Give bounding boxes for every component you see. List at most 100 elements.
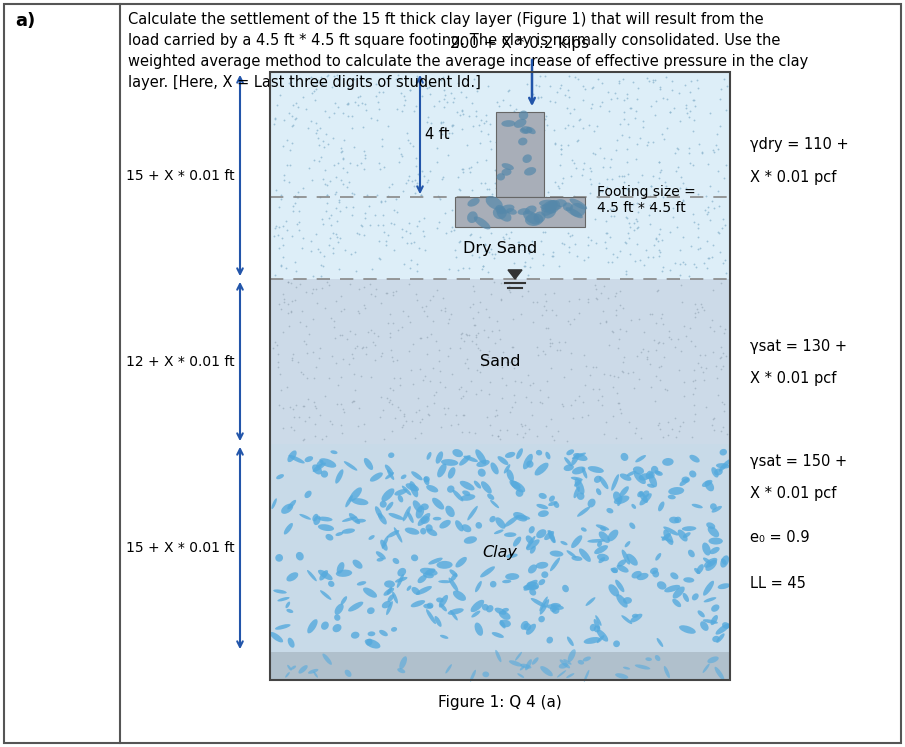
Point xyxy=(555,177,569,189)
Point xyxy=(412,215,426,227)
Ellipse shape xyxy=(617,496,623,506)
Point xyxy=(381,190,395,202)
Ellipse shape xyxy=(549,495,555,502)
Ellipse shape xyxy=(411,471,423,480)
Ellipse shape xyxy=(499,205,514,214)
Ellipse shape xyxy=(335,469,344,483)
Ellipse shape xyxy=(481,604,489,610)
Point xyxy=(437,101,452,113)
Point xyxy=(673,258,688,270)
Ellipse shape xyxy=(416,586,432,595)
Point xyxy=(482,376,497,388)
Point xyxy=(652,418,666,430)
Ellipse shape xyxy=(524,580,538,591)
Point xyxy=(621,367,635,379)
Point xyxy=(457,201,472,213)
Point xyxy=(297,400,311,412)
Point xyxy=(383,382,397,394)
Point xyxy=(306,313,320,325)
Point xyxy=(455,409,470,421)
Ellipse shape xyxy=(490,516,496,522)
Point xyxy=(613,119,627,131)
Point xyxy=(357,418,371,430)
Ellipse shape xyxy=(594,619,600,629)
Point xyxy=(330,157,345,169)
Ellipse shape xyxy=(711,604,719,612)
Point xyxy=(562,91,576,103)
Point xyxy=(453,109,468,121)
Point xyxy=(317,250,331,262)
Ellipse shape xyxy=(702,663,710,673)
Point xyxy=(300,372,314,384)
Ellipse shape xyxy=(451,573,457,581)
Point xyxy=(568,191,583,203)
Point xyxy=(285,295,300,307)
Point xyxy=(557,238,571,250)
Ellipse shape xyxy=(460,481,474,490)
Point xyxy=(386,384,400,396)
Ellipse shape xyxy=(391,627,397,632)
Ellipse shape xyxy=(491,462,499,474)
Point xyxy=(719,350,734,362)
Ellipse shape xyxy=(348,513,360,524)
Point xyxy=(421,111,435,123)
Ellipse shape xyxy=(501,163,514,170)
Point xyxy=(681,147,696,159)
Point xyxy=(288,256,302,268)
Point xyxy=(357,164,371,176)
Ellipse shape xyxy=(594,476,602,483)
Point xyxy=(615,356,630,368)
Point xyxy=(482,183,497,195)
Point xyxy=(607,370,622,382)
Point xyxy=(578,83,593,95)
Point xyxy=(544,362,558,374)
Point xyxy=(665,84,680,96)
Point xyxy=(318,178,332,190)
Point xyxy=(360,189,375,201)
Point xyxy=(274,259,289,271)
Point xyxy=(292,316,307,328)
Point xyxy=(560,102,575,114)
Point xyxy=(717,327,731,339)
Ellipse shape xyxy=(447,486,454,493)
Point xyxy=(290,399,304,411)
Point xyxy=(705,418,719,430)
Point xyxy=(381,229,395,241)
Point xyxy=(713,247,728,258)
Point xyxy=(434,74,449,86)
Point xyxy=(443,225,458,237)
Point xyxy=(281,306,295,318)
Point xyxy=(556,173,570,185)
Ellipse shape xyxy=(411,600,425,607)
Point xyxy=(629,238,643,249)
Point xyxy=(588,148,603,160)
Point xyxy=(339,201,354,213)
Point xyxy=(694,299,709,311)
Point xyxy=(629,222,643,234)
Point xyxy=(572,307,586,319)
Point xyxy=(518,419,532,431)
Point xyxy=(286,99,300,111)
Ellipse shape xyxy=(629,522,635,529)
Ellipse shape xyxy=(411,554,418,561)
Point xyxy=(656,431,671,443)
Ellipse shape xyxy=(595,545,608,554)
Point xyxy=(456,164,471,176)
Ellipse shape xyxy=(663,666,670,678)
Ellipse shape xyxy=(319,570,329,580)
Point xyxy=(714,363,729,375)
Ellipse shape xyxy=(622,616,633,624)
Point xyxy=(560,227,575,239)
Point xyxy=(645,135,660,147)
Point xyxy=(616,170,631,182)
Point xyxy=(352,229,367,241)
Text: LL = 45: LL = 45 xyxy=(750,575,805,590)
Point xyxy=(409,288,424,300)
Point xyxy=(652,156,666,168)
Point xyxy=(587,279,602,291)
Point xyxy=(541,203,556,215)
Point xyxy=(607,211,622,223)
Ellipse shape xyxy=(621,453,628,461)
Point xyxy=(554,148,568,160)
Point xyxy=(353,90,367,102)
